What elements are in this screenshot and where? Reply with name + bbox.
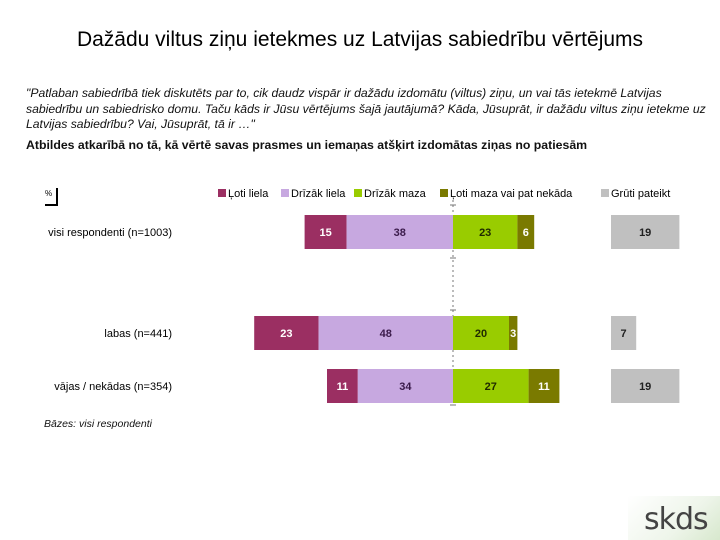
value-label: 34 <box>399 381 412 393</box>
legend-swatch <box>218 189 226 197</box>
value-label: 20 <box>475 328 487 340</box>
legend-label: Ļoti liela <box>228 188 269 200</box>
category-label: visi respondenti (n=1003) <box>48 227 172 239</box>
page-title: Dažādu viltus ziņu ietekmes uz Latvijas … <box>76 28 644 51</box>
bar-loti-maza <box>509 316 518 350</box>
diverging-bar-chart: % Ļoti liela Drīzāk liela Drīzāk maza Ļoti m… <box>45 188 680 406</box>
legend-swatch <box>601 189 609 197</box>
bar-loti-liela <box>304 215 347 249</box>
category-label: labas (n=441) <box>104 328 172 340</box>
value-label: 48 <box>380 328 392 340</box>
logo-background <box>628 496 720 540</box>
bar-drizak-liela <box>318 316 453 350</box>
value-label: 23 <box>479 227 491 239</box>
legend-label: Drīzāk liela <box>291 188 346 200</box>
legend-label: Ļoti maza vai pat nekāda <box>450 188 573 200</box>
unit-label: % <box>45 189 52 198</box>
value-label: 7 <box>621 328 627 340</box>
legend-swatch <box>440 189 448 197</box>
value-label: 15 <box>319 227 331 239</box>
skds-logo: skds <box>644 502 709 537</box>
legend-label: Grūti pateikt <box>611 188 670 200</box>
value-label: 38 <box>394 227 406 239</box>
bar-drizak-liela <box>357 369 453 403</box>
value-label: 27 <box>485 381 497 393</box>
bar-loti-liela <box>327 369 358 403</box>
value-label: 11 <box>538 381 550 393</box>
base-note: Bāzes: visi respondenti <box>44 418 152 430</box>
value-label: 6 <box>523 227 529 239</box>
value-label: 23 <box>280 328 292 340</box>
legend-swatch <box>354 189 362 197</box>
bar-drizak-maza <box>453 316 509 350</box>
legend-label: Drīzāk maza <box>364 188 427 200</box>
bar-loti-maza <box>517 215 535 249</box>
value-label: 11 <box>337 381 349 393</box>
question-text: "Patlaban sabiedrībā tiek diskutēts par … <box>26 86 706 131</box>
legend-swatch <box>281 189 289 197</box>
category-label: vājas / nekādas (n=354) <box>54 381 172 393</box>
bar-loti-liela <box>254 316 319 350</box>
bar-drizak-liela <box>346 215 453 249</box>
bar-gruti-pateikt <box>611 369 680 403</box>
value-label: 19 <box>639 381 651 393</box>
value-label: 19 <box>639 227 651 239</box>
bar-drizak-maza <box>453 215 518 249</box>
chart-subtitle: Atbildes atkarībā no tā, kā vērtē savas … <box>26 138 588 152</box>
bar-drizak-maza <box>453 369 529 403</box>
value-label: 3 <box>510 328 516 340</box>
bar-gruti-pateikt <box>611 316 637 350</box>
corner-bracket <box>45 188 58 206</box>
bar-loti-maza <box>528 369 560 403</box>
bar-gruti-pateikt <box>611 215 680 249</box>
